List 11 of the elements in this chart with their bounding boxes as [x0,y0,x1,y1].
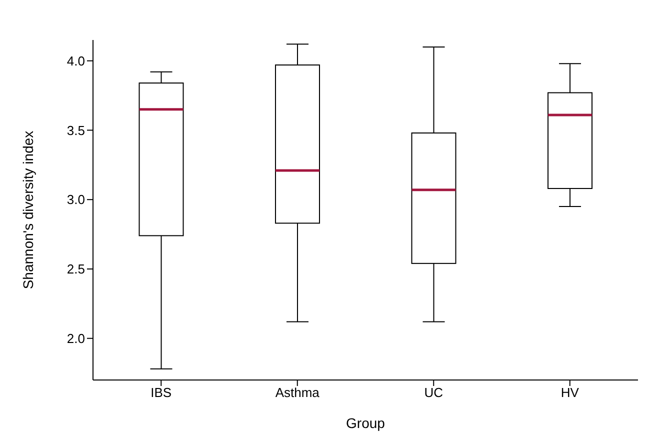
y-tick-label: 4.0 [66,53,85,68]
x-axis-title: Group [346,415,386,431]
y-tick-label: 3.5 [66,122,85,138]
x-tick-label: UC [424,385,444,400]
x-tick-label: Asthma [275,385,320,400]
x-tick-label: IBS [150,385,172,400]
y-tick-label: 3.0 [66,192,85,208]
y-tick-label: 2.5 [66,262,85,277]
y-tick-label: 2.0 [66,330,85,346]
y-axis-title: Shannon's diversity index [20,130,36,290]
x-tick-label: HV [560,385,580,400]
